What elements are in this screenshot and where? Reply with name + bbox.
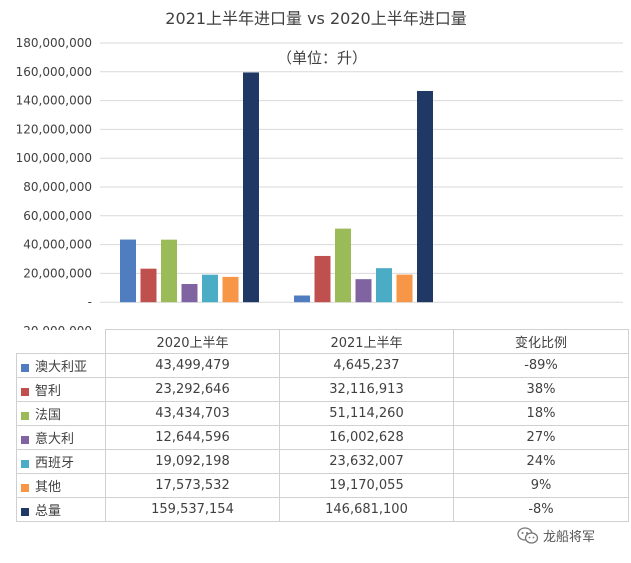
series-name: 法国 — [35, 408, 62, 423]
data-table: 2020上半年 2021上半年 变化比例 澳大利亚 43,499,479 4,645… — [16, 329, 629, 522]
table-header-row: 2020上半年 2021上半年 变化比例 — [16, 329, 629, 354]
bar — [335, 228, 351, 303]
table-cell-v2020: 43,499,479 — [105, 353, 280, 378]
table-body: 澳大利亚 43,499,479 4,645,237 -89% 智利 23,292,646 3… — [16, 353, 629, 522]
table-header: 2020上半年 — [105, 329, 280, 354]
table-cell-v2020: 12,644,596 — [105, 425, 280, 450]
y-tick-label: 40,000,000 — [23, 238, 92, 252]
series-name: 智利 — [35, 384, 62, 399]
y-tick-label: 180,000,000 — [16, 36, 92, 50]
table-cell-v2020: 23,292,646 — [105, 377, 280, 402]
table-cell-v2021: 19,170,055 — [279, 473, 454, 498]
bar — [417, 90, 433, 303]
legend-swatch — [21, 411, 29, 420]
table-cell-v2020: 43,434,703 — [105, 401, 280, 426]
table-cell-change: 18% — [453, 401, 629, 426]
legend-swatch — [21, 387, 29, 396]
bar — [222, 276, 239, 303]
legend-swatch — [21, 459, 29, 468]
table-header: 2021上半年 — [279, 329, 454, 354]
table-header: 变化比例 — [453, 329, 629, 354]
y-tick-label: 60,000,000 — [23, 209, 92, 223]
bar — [120, 239, 136, 303]
bars — [120, 72, 433, 303]
y-tick-label: 100,000,000 — [16, 151, 92, 165]
gridlines — [100, 42, 623, 303]
table-cell-change: 38% — [453, 377, 629, 402]
table-cell-v2020: 17,573,532 — [105, 473, 280, 498]
table-row-label: 法国 — [16, 401, 106, 426]
y-tick-label: 160,000,000 — [16, 65, 92, 79]
table-row: 法国 43,434,703 51,114,260 18% — [16, 401, 629, 426]
bar — [355, 279, 372, 303]
series-name: 总量 — [35, 504, 62, 519]
table-cell-v2021: 4,645,237 — [279, 353, 454, 378]
legend-swatch — [21, 507, 29, 516]
y-tick-label: -20,000,000 — [19, 324, 92, 330]
table-cell-change: 24% — [453, 449, 629, 474]
table-row: 西班牙 19,092,198 23,632,007 24% — [16, 449, 629, 474]
table-row: 意大利 12,644,596 16,002,628 27% — [16, 425, 629, 450]
y-tick-label: 140,000,000 — [16, 94, 92, 108]
watermark-text: 龙船将军 — [543, 530, 596, 545]
table-cell-v2021: 32,116,913 — [279, 377, 454, 402]
bar — [396, 274, 413, 303]
wechat-icon — [517, 526, 539, 544]
bar — [294, 295, 310, 303]
series-name: 澳大利亚 — [35, 360, 88, 375]
bar — [161, 239, 177, 303]
table-cell-change: 9% — [453, 473, 629, 498]
y-axis: 180,000,000 160,000,000 140,000,000 120,000… — [16, 36, 92, 330]
table-cell-v2020: 19,092,198 — [105, 449, 280, 474]
bar — [140, 268, 157, 303]
table-cell-v2021: 146,681,100 — [279, 497, 454, 522]
y-tick-label: 20,000,000 — [23, 266, 92, 280]
chart: 2021上半年进口量 vs 2020上半年进口量 （单位：升） 180,000,… — [16, 9, 623, 330]
legend-swatch — [21, 363, 29, 372]
bar — [376, 268, 392, 303]
table-row-label: 意大利 — [16, 425, 106, 450]
table-row: 总量 159,537,154 146,681,100 -8% — [16, 497, 629, 522]
table-cell-v2021: 23,632,007 — [279, 449, 454, 474]
series-name: 其他 — [35, 480, 62, 495]
table-row-label: 澳大利亚 — [16, 353, 106, 378]
chart-title: 2021上半年进口量 vs 2020上半年进口量 — [165, 9, 466, 28]
legend-swatch — [21, 435, 29, 444]
watermark: 龙船将军 — [517, 526, 595, 545]
data-table-container: 2020上半年 2021上半年 变化比例 澳大利亚 43,499,479 4,645… — [16, 329, 629, 522]
bar — [243, 72, 259, 303]
table-row-label: 总量 — [16, 497, 106, 522]
bar — [202, 274, 218, 303]
table-row-label: 西班牙 — [16, 449, 106, 474]
series-name: 西班牙 — [35, 456, 75, 471]
table-cell-v2021: 16,002,628 — [279, 425, 454, 450]
y-tick-label: - — [88, 295, 92, 309]
y-tick-label: 120,000,000 — [16, 122, 92, 136]
table-row: 其他 17,573,532 19,170,055 9% — [16, 473, 629, 498]
legend-swatch — [21, 483, 29, 492]
table-cell-change: -89% — [453, 353, 629, 378]
bar — [181, 283, 198, 303]
table-row-label: 智利 — [16, 377, 106, 402]
table-row-label: 其他 — [16, 473, 106, 498]
table-cell-v2020: 159,537,154 — [105, 497, 280, 522]
bar — [314, 255, 331, 303]
table-corner — [16, 329, 106, 354]
table-cell-change: -8% — [453, 497, 629, 522]
table-cell-v2021: 51,114,260 — [279, 401, 454, 426]
table-row: 智利 23,292,646 32,116,913 38% — [16, 377, 629, 402]
series-name: 意大利 — [35, 432, 75, 447]
y-tick-label: 80,000,000 — [23, 180, 92, 194]
table-cell-change: 27% — [453, 425, 629, 450]
table-row: 澳大利亚 43,499,479 4,645,237 -89% — [16, 353, 629, 378]
chart-subtitle: （单位：升） — [277, 49, 367, 67]
